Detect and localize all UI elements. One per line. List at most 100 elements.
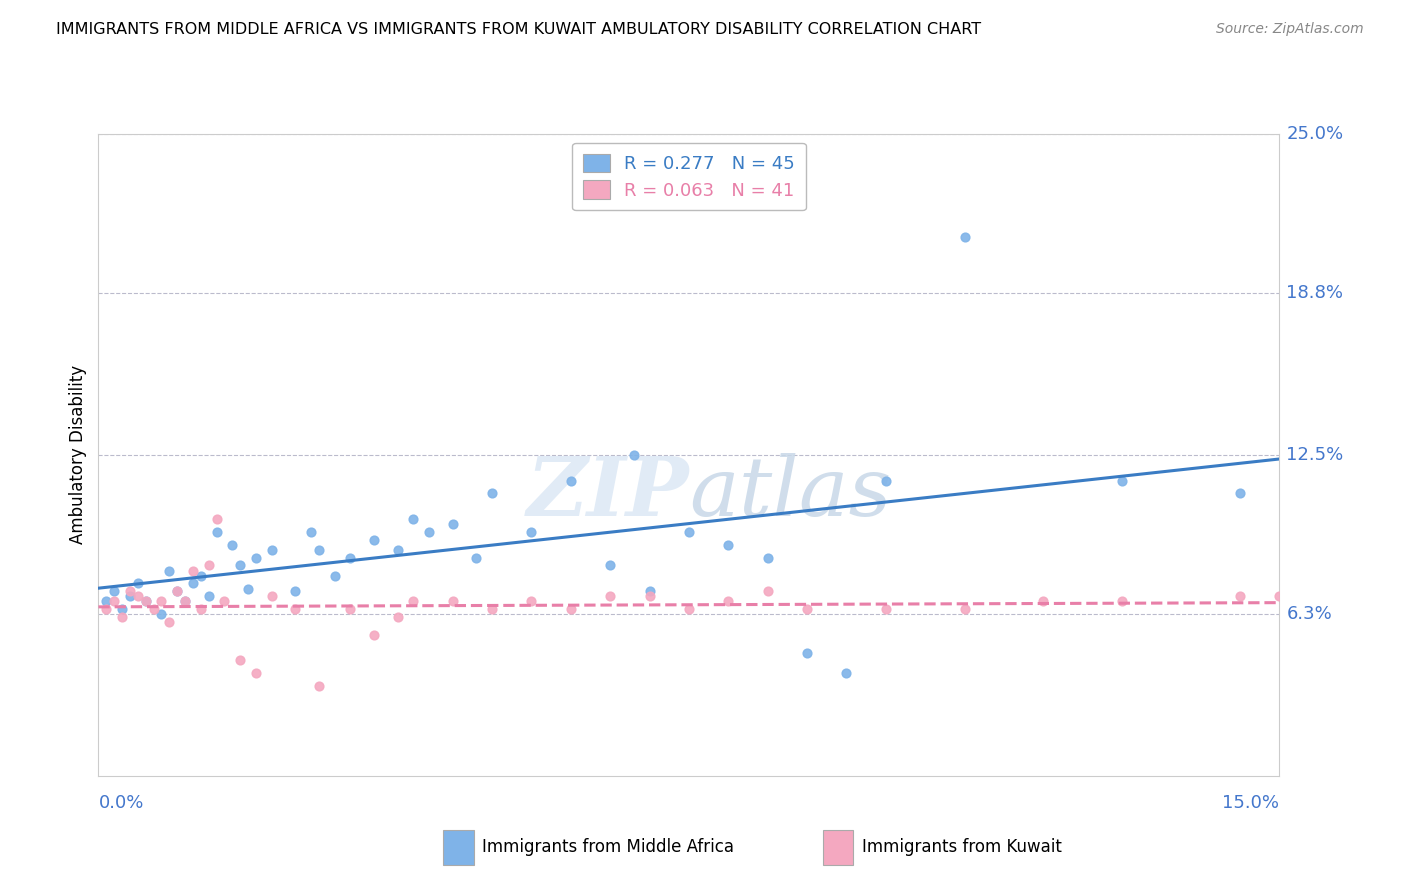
Point — [678, 524, 700, 539]
Point — [157, 564, 180, 578]
Text: IMMIGRANTS FROM MIDDLE AFRICA VS IMMIGRANTS FROM KUWAIT AMBULATORY DISABILITY CO: IMMIGRANTS FROM MIDDLE AFRICA VS IMMIGRA… — [56, 22, 981, 37]
Point — [174, 594, 197, 608]
Point — [441, 517, 464, 532]
Point — [363, 533, 385, 547]
Point — [1032, 594, 1054, 608]
Point — [441, 594, 464, 608]
Point — [339, 602, 361, 616]
Point — [1111, 474, 1133, 488]
Point — [717, 594, 740, 608]
Point — [229, 558, 252, 573]
Point — [953, 602, 976, 616]
Point — [174, 594, 197, 608]
Point — [796, 646, 818, 660]
Text: Immigrants from Middle Africa: Immigrants from Middle Africa — [482, 838, 734, 856]
Point — [205, 512, 228, 526]
Text: 25.0%: 25.0% — [1286, 125, 1344, 143]
Point — [1111, 594, 1133, 608]
Point — [236, 582, 259, 596]
Point — [387, 543, 409, 558]
Point — [363, 628, 385, 642]
Point — [560, 474, 582, 488]
Point — [190, 602, 212, 616]
Text: 18.8%: 18.8% — [1286, 284, 1344, 302]
Y-axis label: Ambulatory Disability: Ambulatory Disability — [69, 366, 87, 544]
Point — [166, 584, 188, 599]
Point — [402, 594, 425, 608]
Text: Source: ZipAtlas.com: Source: ZipAtlas.com — [1216, 22, 1364, 37]
FancyBboxPatch shape — [443, 830, 474, 865]
Point — [127, 576, 149, 591]
Point — [260, 589, 283, 603]
Point — [96, 602, 118, 616]
Point — [190, 568, 212, 582]
Point — [875, 474, 897, 488]
Text: 0.0%: 0.0% — [98, 794, 143, 812]
Point — [150, 594, 173, 608]
Point — [623, 448, 645, 462]
Point — [111, 609, 134, 624]
Point — [142, 602, 165, 616]
Point — [1268, 589, 1291, 603]
Text: 6.3%: 6.3% — [1286, 605, 1333, 624]
Point — [181, 564, 204, 578]
Text: ZIP: ZIP — [526, 453, 689, 533]
Point — [214, 594, 236, 608]
Point — [118, 589, 141, 603]
Point — [127, 589, 149, 603]
Point — [835, 666, 858, 681]
Point — [953, 229, 976, 244]
Point — [599, 589, 621, 603]
Point — [260, 543, 283, 558]
Point — [560, 602, 582, 616]
Point — [323, 568, 346, 582]
Point — [339, 550, 361, 565]
Point — [157, 615, 180, 629]
Text: 12.5%: 12.5% — [1286, 446, 1344, 464]
Point — [465, 550, 488, 565]
Point — [150, 607, 173, 622]
Point — [111, 602, 134, 616]
Point — [875, 602, 897, 616]
Point — [520, 594, 543, 608]
Point — [308, 679, 330, 693]
Point — [103, 584, 125, 599]
Point — [245, 666, 267, 681]
Point — [481, 602, 503, 616]
Point — [181, 576, 204, 591]
Point — [717, 538, 740, 552]
Point — [135, 594, 157, 608]
Point — [387, 609, 409, 624]
Point — [1229, 486, 1251, 500]
Point — [756, 584, 779, 599]
Point — [1229, 589, 1251, 603]
Point — [118, 584, 141, 599]
Point — [299, 524, 322, 539]
Text: 15.0%: 15.0% — [1222, 794, 1279, 812]
Text: Immigrants from Kuwait: Immigrants from Kuwait — [862, 838, 1062, 856]
Point — [678, 602, 700, 616]
Legend: R = 0.277   N = 45, R = 0.063   N = 41: R = 0.277 N = 45, R = 0.063 N = 41 — [572, 143, 806, 211]
Point — [599, 558, 621, 573]
Point — [229, 653, 252, 667]
Point — [308, 543, 330, 558]
Point — [103, 594, 125, 608]
Text: atlas: atlas — [689, 453, 891, 533]
Point — [135, 594, 157, 608]
FancyBboxPatch shape — [823, 830, 853, 865]
Point — [402, 512, 425, 526]
Point — [166, 584, 188, 599]
Point — [96, 594, 118, 608]
Point — [197, 558, 219, 573]
Point — [638, 584, 661, 599]
Point — [796, 602, 818, 616]
Point — [197, 589, 219, 603]
Point — [245, 550, 267, 565]
Point — [418, 524, 440, 539]
Point — [284, 584, 307, 599]
Point — [638, 589, 661, 603]
Point — [481, 486, 503, 500]
Point — [205, 524, 228, 539]
Point — [284, 602, 307, 616]
Point — [756, 550, 779, 565]
